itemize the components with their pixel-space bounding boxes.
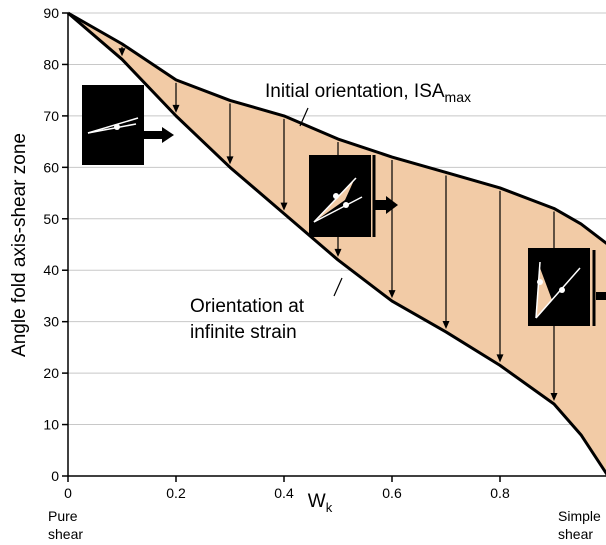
y-tick-label: 90: [43, 5, 59, 21]
arrow-head: [388, 290, 396, 299]
arrow-head: [550, 392, 558, 401]
end-label: shear: [48, 526, 83, 542]
y-tick-label: 20: [43, 365, 59, 381]
annotation-main: Initial orientation, ISA: [265, 81, 445, 102]
arrow-head: [442, 320, 450, 329]
annotation: Initial orientation, ISAmax: [265, 81, 471, 105]
y-tick-label: 30: [43, 314, 59, 330]
x-tick-label: 0.4: [274, 485, 294, 501]
annotation: infinite strain: [190, 322, 297, 343]
curve: [67, 11, 606, 476]
arrow-head: [334, 248, 342, 257]
leader: [333, 277, 343, 297]
annotation: Orientation at: [190, 296, 305, 317]
inset: [82, 85, 174, 165]
y-axis-label: Angle fold axis-shear zone: [9, 133, 30, 357]
curve: [67, 11, 606, 245]
y-tick-label: 50: [43, 211, 59, 227]
x-tick-label: 0.8: [490, 485, 510, 501]
area: [68, 13, 606, 473]
leader: [299, 107, 309, 127]
x-tick-label: 0: [64, 485, 72, 501]
x-axis-label-main: W: [308, 491, 326, 512]
y-tick-label: 40: [43, 262, 59, 278]
x-tick-label: 0.2: [166, 485, 186, 501]
inset: [309, 155, 398, 237]
arrow-head: [118, 48, 126, 57]
y-tick-label: 10: [43, 417, 59, 433]
y-tick-label: 60: [43, 159, 59, 175]
inset: [528, 248, 606, 326]
x-axis-label: Wk: [308, 491, 333, 515]
y-tick-label: 80: [43, 56, 59, 72]
arrow-head: [496, 354, 504, 363]
y-tick-label: 0: [51, 468, 59, 484]
insets: [82, 85, 606, 326]
y-tick-label: 70: [43, 108, 59, 124]
x-tick-label: 0.6: [382, 485, 402, 501]
end-label: shear: [558, 526, 593, 542]
annotation-sub: max: [445, 89, 471, 105]
plot: 0 10 20 30 40 50 60 70 80 90 0 0.2 0.4 0.6 0.8 Angle fo…: [9, 5, 606, 542]
end-label: Pure: [48, 508, 78, 524]
arrow-head: [226, 156, 234, 165]
end-label: Simple: [558, 508, 601, 524]
arrow-head: [172, 104, 180, 113]
x-axis-label-sub: k: [326, 500, 333, 515]
arrow-head: [280, 202, 288, 211]
